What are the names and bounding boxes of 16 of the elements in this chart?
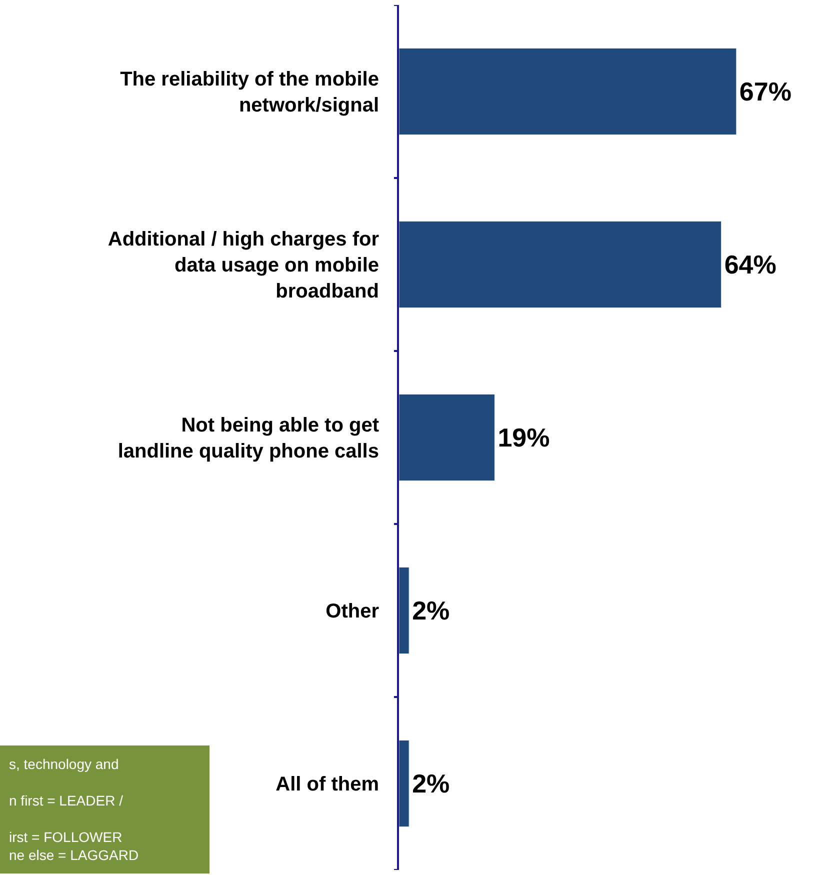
data-label: 2% xyxy=(412,768,450,798)
y-tick-label: The reliability of the mobile network/signal xyxy=(120,68,379,116)
y-tick-label: Not being able to get landline quality phone calls xyxy=(118,414,380,462)
data-label: 67% xyxy=(739,76,792,106)
y-tick-label: Other xyxy=(326,600,380,622)
data-label: 2% xyxy=(412,596,450,626)
y-tick-label: Additional / high charges for data usage on mobile broadband xyxy=(108,228,380,302)
y-tick-label: All of them xyxy=(276,774,379,796)
bar xyxy=(399,48,737,135)
data-label: 64% xyxy=(724,250,776,280)
text: s, technology and n first = LEADER / irst = FOLLOWER ne else = LAGGARD xyxy=(9,756,139,863)
bar xyxy=(399,394,495,481)
data-label: 19% xyxy=(498,422,550,452)
bar xyxy=(399,221,722,308)
bar xyxy=(399,567,410,654)
bar xyxy=(399,740,410,827)
